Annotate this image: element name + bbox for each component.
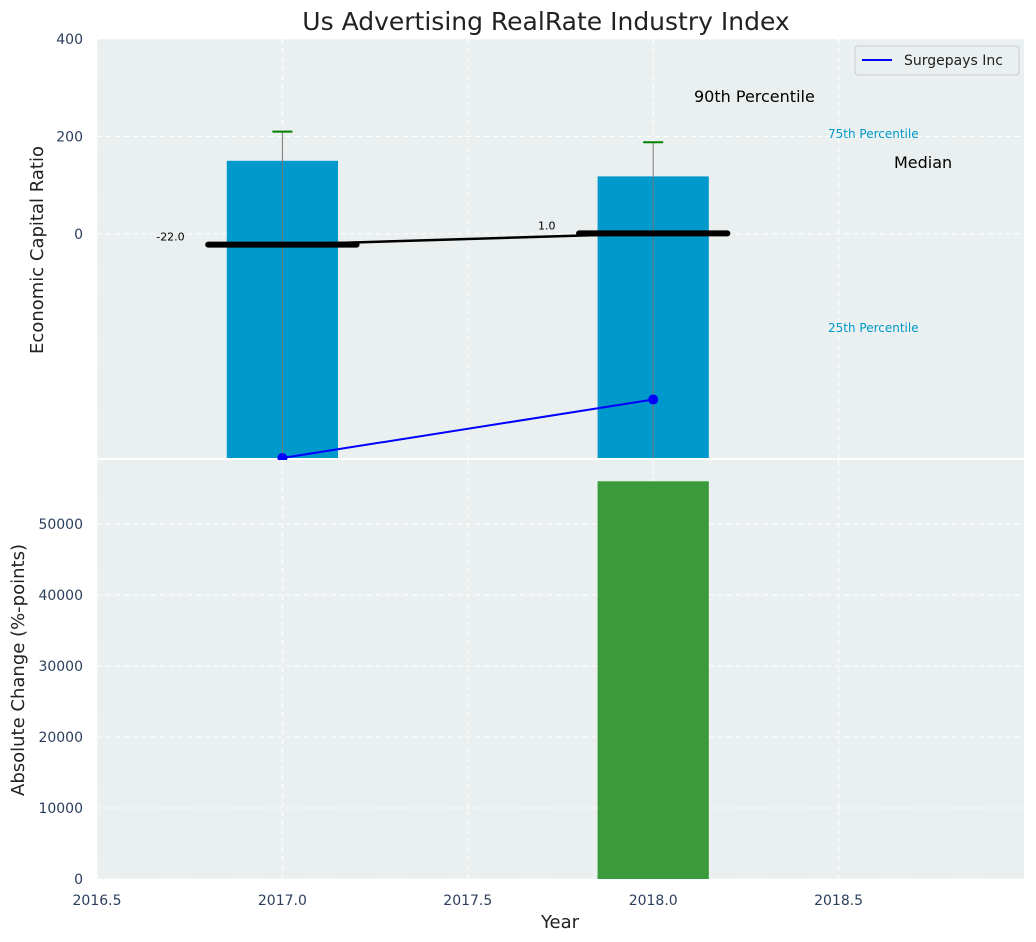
bottom-y-tick-1: 10000 [38,801,83,817]
x-tick-0: 2016.5 [73,893,122,909]
top-y-tick-0: 0 [74,227,83,243]
series-line-surgepays [282,398,654,459]
annotation-90th: 90th Percentile [694,87,815,106]
x-tick-3: 2018.0 [629,893,678,909]
median-label-2017: -22.0 [156,231,184,244]
legend: Surgepays Inc [854,45,1020,76]
bottom-y-tick-0: 0 [74,872,83,888]
legend-box [854,45,1020,76]
bottom-y-axis-label: Absolute Change (%-points) [8,544,29,796]
bottom-y-tick-2: 20000 [38,730,83,746]
x-axis-label: Year [540,912,580,933]
top-y-tick-1: 200 [56,129,83,145]
bottom-y-tick-3: 30000 [38,659,83,675]
bottom-plot-area [97,460,1024,879]
bottom-y-tick-5: 50000 [38,517,83,533]
bottom-y-tick-4: 40000 [38,588,83,604]
top-y-ticks: 0 200 400 [56,32,83,243]
series-point-surgepays-1 [648,394,659,405]
median-label-2018: 1.0 [538,219,556,232]
x-ticks: 2016.5 2017.0 2017.5 2018.0 2018.5 [73,893,864,909]
annotation-75th: 75th Percentile [828,127,919,141]
chart-title: Us Advertising RealRate Industry Index [302,7,789,36]
x-tick-4: 2018.5 [814,893,863,909]
x-tick-1: 2017.0 [258,893,307,909]
x-tick-2: 2017.5 [443,893,492,909]
top-y-tick-2: 400 [56,32,83,48]
legend-label-surgepays: Surgepays Inc [904,53,1003,69]
annotation-median: Median [894,153,952,172]
top-y-axis-label: Economic Capital Ratio [27,146,48,354]
bottom-y-ticks: 0 10000 20000 30000 40000 50000 [38,517,83,888]
change-bar-2018 [597,481,709,879]
top-marks: -22.0 1.0 [156,130,731,463]
annotation-25th: 25th Percentile [828,321,919,335]
bottom-marks [597,481,709,879]
